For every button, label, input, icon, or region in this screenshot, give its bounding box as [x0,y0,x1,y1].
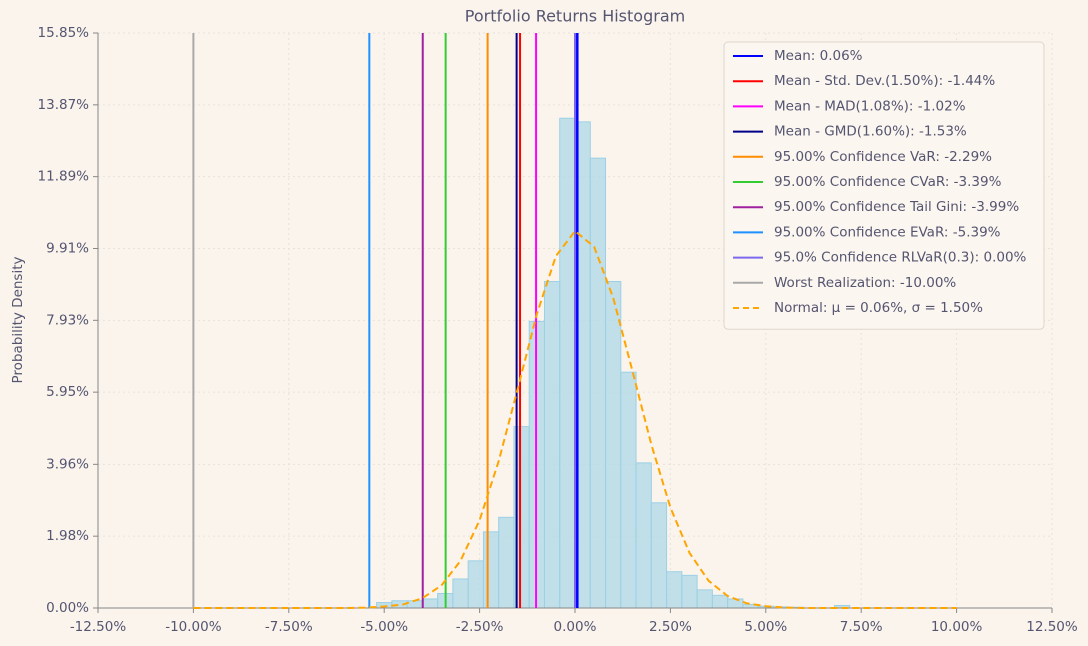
y-tick-label: 15.85% [38,25,90,41]
legend-label: Mean - Std. Dev.(1.50%): -1.44% [774,73,995,89]
histogram-bar [635,462,652,609]
x-tick-label: 7.50% [840,619,883,635]
y-tick-label: 13.87% [38,97,90,113]
legend-label: 95.00% Confidence Tail Gini: -3.99% [774,199,1019,215]
legend-label: 95.00% Confidence EVaR: -5.39% [774,224,1001,240]
histogram-bar [696,589,713,609]
histogram-bar [727,598,744,609]
y-tick-label: 7.93% [46,312,89,328]
histogram-bar [559,117,576,609]
histogram-bar [620,371,637,609]
histogram-bar [467,560,484,609]
y-tick-label: 9.91% [46,240,89,256]
histogram-bar [543,281,561,609]
chart-title: Portfolio Returns Histogram [465,7,685,26]
x-tick-label: -2.50% [456,619,504,635]
legend-label: Mean: 0.06% [774,48,863,64]
y-tick-label: 3.96% [46,456,89,472]
histogram-bar [681,574,698,609]
x-tick-label: 2.50% [649,619,692,635]
x-tick-label: -7.50% [265,619,313,635]
x-tick-label: 12.50% [1026,619,1078,635]
legend-label: Mean - GMD(1.60%): -1.53% [774,124,967,140]
legend-label: 95.00% Confidence VaR: -2.29% [774,149,992,165]
legend-label: 95.0% Confidence RLVaR(0.3): 0.00% [774,250,1027,266]
legend: Mean: 0.06% Mean - Std. Dev.(1.50%): -1.4… [723,41,1045,330]
x-tick-label: 10.00% [931,619,983,635]
histogram-bar [498,516,515,609]
legend-label: Normal: μ = 0.06%, σ = 1.50% [774,300,983,316]
x-tick-label: -5.00% [360,619,408,635]
y-tick-label: 5.95% [46,384,89,400]
normal-curve [193,229,957,609]
histogram-bar [421,598,439,609]
x-tick-label: -10.00% [165,619,222,635]
histogram-bar [589,157,607,609]
x-tick-label: 5.00% [744,619,787,635]
histogram-bar [482,531,500,609]
legend-label: Mean - MAD(1.08%): -1.02% [774,98,966,114]
x-tick-label: 0.00% [554,619,597,635]
histogram-bar [605,281,622,609]
legend-box [723,41,1045,330]
histogram-bar [406,600,423,609]
y-tick-label: 1.98% [46,528,89,544]
legend-label: Worst Realization: -10.00% [774,275,956,291]
legend-label: 95.00% Confidence CVaR: -3.39% [774,174,1002,190]
y-tick-label: 11.89% [38,169,90,185]
histogram-bar [452,578,469,609]
y-axis-label: Probability Density [10,257,26,384]
x-tick-label: -12.50% [70,619,127,635]
y-tick-label: 0.00% [46,600,89,616]
histogram-bar [711,594,729,609]
histogram-bar [666,571,683,609]
histogram-bar [650,502,668,609]
